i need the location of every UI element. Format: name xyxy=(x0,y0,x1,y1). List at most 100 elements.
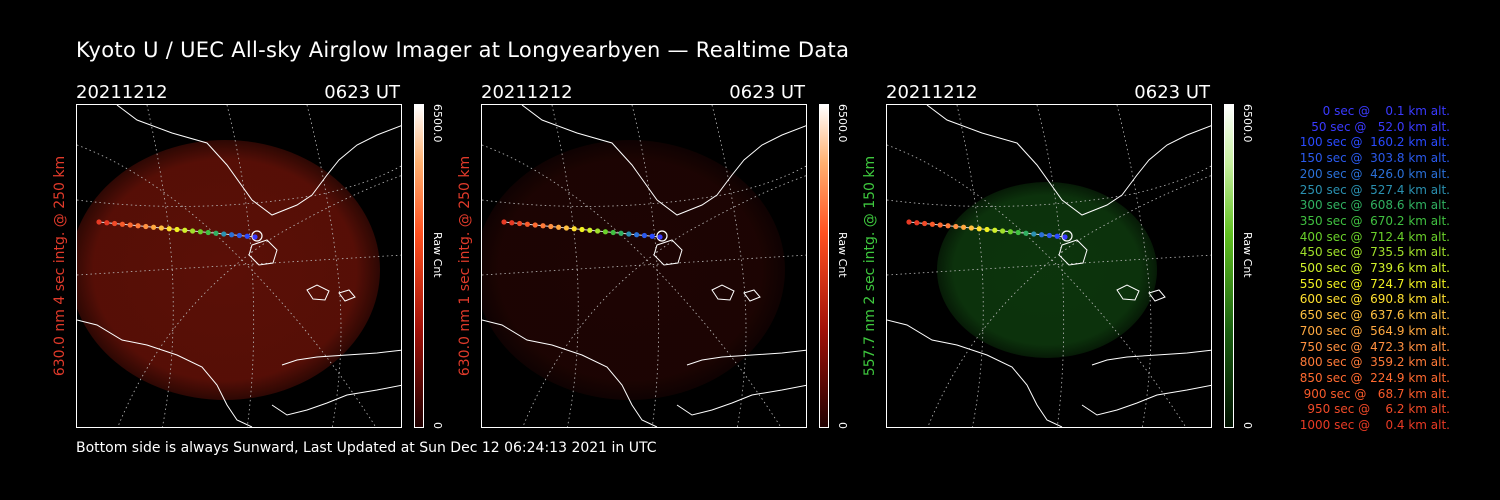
colorbar-min: 0 xyxy=(836,422,849,429)
station-marker xyxy=(251,230,263,242)
trajectory-point xyxy=(1031,231,1037,237)
coastline xyxy=(887,319,1063,427)
allsky-image xyxy=(886,104,1212,428)
trajectory-point xyxy=(1000,228,1006,234)
lat-lon-gridline xyxy=(887,165,1211,207)
panel-time: 0623 UT xyxy=(729,82,805,103)
trajectory-point xyxy=(657,234,663,240)
legend-row: 400 sec @ 712.4 km alt. xyxy=(1295,229,1450,244)
trajectory-point xyxy=(992,227,998,233)
legend-row: 1000 sec @ 0.4 km alt. xyxy=(1299,418,1450,433)
colorbar-max: 6500.0 xyxy=(836,104,849,143)
trajectory-point xyxy=(135,223,141,229)
trajectory-point xyxy=(166,226,172,232)
airglow-emission xyxy=(937,182,1157,358)
trajectory-point xyxy=(906,219,912,225)
lat-lon-gridline xyxy=(631,105,660,427)
lat-lon-gridline xyxy=(77,165,401,207)
legend-row: 0 sec @ 0.1 km alt. xyxy=(1311,104,1450,118)
legend-row: 850 sec @ 224.9 km alt. xyxy=(1295,370,1450,385)
trajectory-point xyxy=(509,220,515,226)
legend-row: 900 sec @ 68.7 km alt. xyxy=(1299,386,1450,401)
panel-date: 20211212 xyxy=(481,82,573,103)
trajectory-point xyxy=(174,226,180,233)
trajectory-point xyxy=(914,220,920,226)
trajectory-point xyxy=(556,224,562,230)
legend-row: 500 sec @ 739.6 km alt. xyxy=(1295,261,1450,276)
trajectory-point xyxy=(1062,234,1068,240)
trajectory-point xyxy=(532,222,538,228)
trajectory-point xyxy=(112,220,118,227)
legend-row: 50 sec @ 52.0 km alt. xyxy=(1303,119,1450,134)
trajectory-point xyxy=(587,227,593,233)
trajectory-point xyxy=(205,229,211,236)
lat-lon-gridline xyxy=(482,165,806,207)
legend-row: 800 sec @ 359.2 km alt. xyxy=(1295,355,1450,370)
panel-side-label: 630.0 nm 4 sec intg. @ 250 km xyxy=(52,155,68,377)
legend-row: 200 sec @ 426.0 km alt. xyxy=(1295,166,1450,181)
trajectory-point xyxy=(626,231,632,237)
lat-lon-gridline xyxy=(956,105,984,427)
lat-lon-gridline xyxy=(146,105,174,427)
footer-note: Bottom side is always Sunward, Last Upda… xyxy=(76,440,657,456)
legend-row: 300 sec @ 608.6 km alt. xyxy=(1295,198,1450,213)
page-title: Kyoto U / UEC All-sky Airglow Imager at … xyxy=(76,38,850,62)
panel-time: 0623 UT xyxy=(324,82,400,103)
airglow-panel-557-2s: 20211212 0623 UT 557.7 nm 2 sec intg. @ … xyxy=(862,82,1286,432)
station-marker xyxy=(1061,230,1073,242)
lat-lon-gridline xyxy=(551,105,579,427)
legend-row: 700 sec @ 564.9 km alt. xyxy=(1295,323,1450,338)
lat-lon-gridline xyxy=(117,175,401,427)
trajectory-point xyxy=(517,220,523,227)
trajectory-point xyxy=(1054,233,1060,239)
trajectory-point xyxy=(976,226,982,232)
trajectory-point xyxy=(127,222,133,228)
coastline xyxy=(1058,239,1088,266)
colorbar xyxy=(1224,104,1234,428)
colorbar-unit: Raw Cnt xyxy=(836,232,849,278)
trajectory-point xyxy=(1046,232,1052,239)
legend-row: 550 sec @ 724.7 km alt. xyxy=(1295,276,1450,291)
station-marker xyxy=(656,230,668,242)
trajectory-point xyxy=(501,219,507,225)
trajectory-point xyxy=(1015,229,1021,236)
trajectory-point xyxy=(945,223,951,229)
trajectory-point xyxy=(244,233,250,239)
airglow-panel-630-4s: 20211212 0623 UT 630.0 nm 4 sec intg. @ … xyxy=(52,82,476,432)
panel-side-label: 557.7 nm 2 sec intg. @ 150 km xyxy=(862,155,878,377)
trajectory-point xyxy=(929,221,935,227)
colorbar-unit: Raw Cnt xyxy=(1241,232,1254,278)
trajectory-point xyxy=(571,226,577,232)
airglow-emission xyxy=(77,140,380,400)
trajectory-point xyxy=(1023,230,1029,236)
lat-lon-gridline xyxy=(77,144,377,427)
lat-lon-gridline xyxy=(927,175,1211,427)
trajectory-point xyxy=(151,224,157,230)
coastline xyxy=(281,349,401,366)
trajectory-point xyxy=(1039,232,1045,238)
trajectory-point xyxy=(119,221,125,227)
trajectory-point xyxy=(96,219,102,225)
coastline xyxy=(116,105,401,216)
trajectory-point xyxy=(197,229,203,235)
coastline xyxy=(686,349,806,366)
legend-row: 350 sec @ 670.2 km alt. xyxy=(1295,213,1450,228)
trajectory-point xyxy=(190,228,196,234)
trajectory-point xyxy=(1007,229,1013,235)
trajectory-point xyxy=(602,229,608,235)
coastline xyxy=(271,384,401,416)
coastline xyxy=(1081,384,1211,416)
trajectory-point xyxy=(104,220,110,226)
coastline xyxy=(1116,284,1166,302)
airglow-emission xyxy=(482,140,785,400)
coastline xyxy=(711,284,761,302)
legend-row: 100 sec @ 160.2 km alt. xyxy=(1295,135,1450,150)
coastline xyxy=(521,105,806,216)
panel-time: 0623 UT xyxy=(1134,82,1210,103)
trajectory-point xyxy=(229,232,235,238)
trajectory-point xyxy=(221,231,227,237)
lat-lon-gridline xyxy=(887,144,1187,427)
legend-row: 450 sec @ 735.5 km alt. xyxy=(1295,245,1450,260)
colorbar-min: 0 xyxy=(431,422,444,429)
trajectory-point xyxy=(524,221,530,227)
